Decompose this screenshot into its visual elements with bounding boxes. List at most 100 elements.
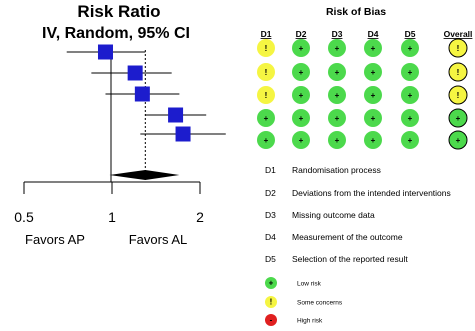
domain-desc-d4: Measurement of the outcome	[292, 232, 403, 242]
favors-left-label: Favors AP	[25, 232, 85, 247]
rob-cell-r1-c4	[364, 39, 382, 57]
rob-column-headers: D1 D2 D3 D4 D5 Overall	[261, 29, 473, 39]
rob-cell-r3-c3	[328, 86, 346, 104]
study-estimate-2	[127, 65, 143, 81]
rob-cell-r5-c4	[364, 131, 382, 149]
rob-cell-r2-c1	[257, 63, 275, 81]
rob-cell-r3-c6	[448, 85, 468, 105]
rob-cell-r4-c6	[448, 108, 468, 128]
rob-column-d5: D5	[405, 29, 416, 39]
rob-cell-symbol-r1-c6: !	[457, 44, 460, 53]
rob-cell-r4-c5	[401, 109, 419, 127]
key-symbol-low: +	[269, 279, 274, 288]
chart-subtitle: IV, Random, 95% CI	[42, 25, 190, 42]
rob-cell-symbol-r5-c6: +	[456, 136, 461, 145]
rob-cell-symbol-r4-c6: +	[456, 114, 461, 123]
domain-code-d1: D1	[265, 165, 276, 175]
rob-column-overall: Overall	[444, 29, 473, 39]
domain-desc-d1: Randomisation process	[292, 165, 381, 175]
domain-code-d3: D3	[265, 210, 276, 220]
rob-cell-r5-c6	[448, 130, 468, 150]
rob-cell-symbol-r4-c2: +	[299, 114, 304, 123]
rob-cell-symbol-r2-c5: +	[408, 68, 413, 77]
rob-cell-r3-c5	[401, 86, 419, 104]
rob-cell-symbol-r3-c6: !	[457, 91, 460, 100]
rob-cell-symbol-r5-c1: +	[264, 136, 269, 145]
rob-domain-legend: D1 Randomisation process D2 Deviations from…	[265, 165, 451, 264]
rob-cell-symbol-r3-c4: +	[371, 91, 376, 100]
domain-desc-d2: Deviations from the intended interventio…	[292, 188, 451, 198]
rob-cell-r1-c2	[292, 39, 310, 57]
rob-cell-symbol-r5-c3: +	[335, 136, 340, 145]
rob-cell-r4-c2	[292, 109, 310, 127]
rob-cell-symbol-r2-c2: +	[299, 68, 304, 77]
rob-cell-r4-c3	[328, 109, 346, 127]
key-marker-some	[265, 296, 277, 308]
rob-cell-r2-c6	[448, 62, 468, 82]
rob-cell-r3-c2	[292, 86, 310, 104]
rob-cell-r1-c3	[328, 39, 346, 57]
rob-cell-symbol-r3-c1: !	[265, 91, 268, 100]
study-estimate-1	[97, 44, 113, 60]
rob-cell-symbol-r3-c3: +	[335, 91, 340, 100]
rob-cell-symbol-r4-c3: +	[335, 114, 340, 123]
domain-code-d5: D5	[265, 254, 276, 264]
key-label-high: High risk	[297, 318, 323, 325]
rob-cell-r4-c4	[364, 109, 382, 127]
rob-cell-symbol-r3-c2: +	[299, 91, 304, 100]
rob-cell-symbol-r2-c4: +	[371, 68, 376, 77]
rob-cell-r5-c2	[292, 131, 310, 149]
key-marker-high	[265, 314, 277, 326]
key-label-low: Low risk	[297, 281, 322, 288]
rob-cell-r3-c1	[257, 86, 275, 104]
favors-right-label: Favors AL	[129, 232, 188, 247]
domain-desc-d3: Missing outcome data	[292, 210, 375, 220]
rob-cell-symbol-r4-c5: +	[408, 114, 413, 123]
rob-column-d2: D2	[296, 29, 307, 39]
rob-cell-r5-c1	[257, 131, 275, 149]
pooled-diamond	[109, 170, 180, 180]
x-axis-ticks: 0.5 1 2	[14, 182, 204, 225]
rob-cell-r1-c1	[257, 39, 275, 57]
rob-cell-symbol-r5-c4: +	[371, 136, 376, 145]
study-estimate-3	[134, 86, 150, 102]
rob-cell-symbol-r2-c6: !	[457, 68, 460, 77]
domain-desc-d5: Selection of the reported result	[292, 254, 408, 264]
rob-cell-symbol-r3-c5: +	[408, 91, 413, 100]
rob-judgement-key: + Low risk! Some concerns - High risk	[265, 277, 343, 326]
rob-cell-symbol-r4-c4: +	[371, 114, 376, 123]
rob-cell-symbol-r4-c1: +	[264, 114, 269, 123]
rob-grid: ! + + + +!! + + + +!! + + + + ! + + + + + + + + + + + +	[257, 38, 468, 150]
study-estimate-5	[175, 126, 191, 142]
rob-cell-symbol-r1-c5: +	[408, 44, 413, 53]
chart-title: Risk Ratio	[77, 2, 160, 21]
rob-column-d3: D3	[332, 29, 343, 39]
rob-cell-r5-c3	[328, 131, 346, 149]
rob-cell-symbol-r2-c3: +	[335, 68, 340, 77]
rob-cell-symbol-r5-c2: +	[299, 136, 304, 145]
rob-cell-symbol-r1-c4: +	[371, 44, 376, 53]
key-symbol-some: !	[270, 298, 273, 307]
rob-cell-symbol-r5-c5: +	[408, 136, 413, 145]
key-symbol-high: -	[270, 316, 273, 325]
rob-cell-symbol-r1-c2: +	[299, 44, 304, 53]
x-tick-label-3: 2	[196, 209, 204, 225]
rob-cell-r4-c1	[257, 109, 275, 127]
domain-code-d4: D4	[265, 232, 276, 242]
rob-cell-symbol-r2-c1: !	[265, 68, 268, 77]
rob-column-d1: D1	[261, 29, 272, 39]
rob-cell-r2-c2	[292, 63, 310, 81]
domain-code-d2: D2	[265, 188, 276, 198]
x-tick-label-2: 1	[108, 209, 116, 225]
rob-cell-r1-c6	[448, 38, 468, 58]
rob-column-d4: D4	[368, 29, 379, 39]
rob-cell-symbol-r1-c1: !	[265, 44, 268, 53]
rob-cell-r1-c5	[401, 39, 419, 57]
x-tick-label-1: 0.5	[14, 209, 34, 225]
study-estimate-4	[168, 107, 184, 123]
rob-cell-r5-c5	[401, 131, 419, 149]
study-estimates	[66, 44, 226, 142]
rob-cell-symbol-r1-c3: +	[335, 44, 340, 53]
rob-cell-r2-c4	[364, 63, 382, 81]
